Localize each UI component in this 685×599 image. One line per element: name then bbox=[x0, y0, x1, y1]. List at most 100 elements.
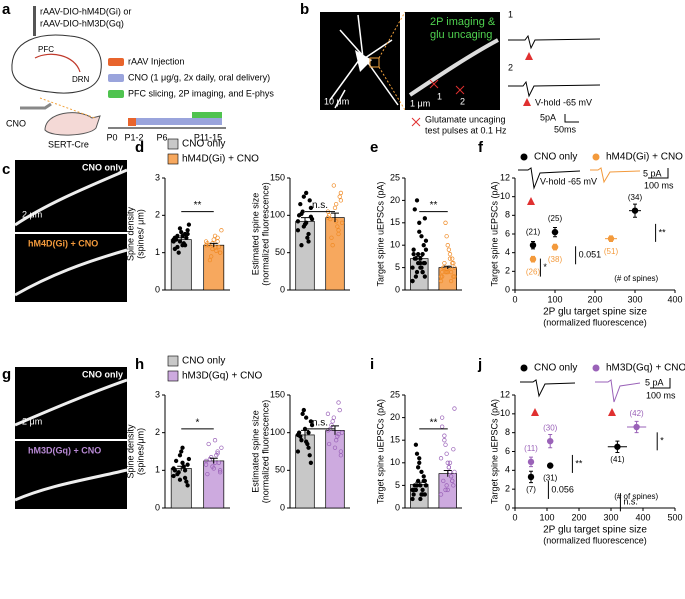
legend-text: CNO (1 μg/g, 2x daily, oral delivery) bbox=[128, 72, 270, 82]
data-point bbox=[325, 411, 331, 416]
data-point bbox=[420, 487, 425, 493]
data-point bbox=[185, 462, 190, 467]
imaging-title: 2P imaging & bbox=[430, 16, 496, 28]
data-point bbox=[337, 194, 342, 199]
data-point bbox=[334, 219, 339, 224]
data-point bbox=[448, 278, 454, 284]
x-tick-label: 100 bbox=[539, 512, 554, 522]
data-point bbox=[419, 234, 424, 239]
y-tick-label: 5 bbox=[395, 262, 400, 272]
dash bbox=[39, 97, 96, 119]
y-tick-label: 3 bbox=[155, 172, 160, 182]
data-point bbox=[207, 257, 213, 263]
data-point bbox=[412, 207, 417, 212]
data-point bbox=[411, 487, 416, 493]
data-point bbox=[451, 483, 456, 488]
mouse-label: SERT-Cre bbox=[48, 139, 89, 149]
data-point bbox=[443, 220, 448, 225]
data-point bbox=[215, 451, 220, 456]
trace bbox=[518, 167, 581, 190]
data-point bbox=[212, 233, 218, 239]
data-point bbox=[422, 216, 427, 221]
data-point bbox=[182, 468, 188, 473]
n-label: (31) bbox=[543, 474, 558, 483]
legend-label: CNO only bbox=[534, 152, 577, 163]
site-label: 1 bbox=[437, 91, 442, 101]
data-point bbox=[417, 220, 422, 225]
caption-icon bbox=[411, 117, 421, 127]
panel-label: a bbox=[2, 1, 11, 18]
bar bbox=[295, 434, 315, 509]
data-point bbox=[607, 235, 615, 242]
y-tick-label: 2 bbox=[505, 484, 510, 494]
y-tick-label: 150 bbox=[270, 172, 285, 182]
data-point bbox=[185, 228, 190, 233]
y-tick-label: 0 bbox=[505, 284, 510, 294]
drn-label: DRN bbox=[72, 75, 90, 84]
data-point bbox=[450, 260, 455, 266]
y-tick-label: 1 bbox=[155, 247, 160, 257]
data-point bbox=[450, 478, 455, 484]
data-point bbox=[206, 243, 211, 248]
trace-label: 1 bbox=[508, 9, 513, 19]
data-point bbox=[444, 483, 449, 488]
y-tick-label: 10 bbox=[390, 457, 400, 467]
data-point bbox=[335, 434, 340, 439]
data-point bbox=[414, 451, 420, 456]
data-point bbox=[410, 278, 415, 284]
panel-label: j bbox=[477, 356, 482, 373]
data-point bbox=[299, 211, 304, 216]
data-point bbox=[301, 194, 306, 199]
y-axis-label: (spines/ μm) bbox=[135, 209, 145, 259]
data-point bbox=[614, 443, 621, 450]
dendrite bbox=[14, 378, 128, 427]
data-point bbox=[330, 243, 335, 248]
data-point bbox=[444, 234, 449, 239]
data-point bbox=[298, 201, 303, 207]
data-point bbox=[445, 487, 450, 493]
legend-label: CNO only bbox=[182, 139, 225, 150]
data-point bbox=[414, 483, 420, 488]
y-tick-label: 100 bbox=[270, 210, 285, 220]
legend-swatch bbox=[167, 370, 179, 382]
data-point bbox=[209, 455, 214, 460]
data-point bbox=[450, 256, 455, 261]
imaging-title: glu uncaging bbox=[430, 29, 492, 41]
panel-j-inset: 5 pA 100 ms bbox=[520, 377, 676, 416]
x-tick-label: 200 bbox=[571, 512, 586, 522]
virus-label: rAAV-DIO-hM3D(Gq) bbox=[40, 18, 124, 28]
data-point bbox=[417, 229, 422, 234]
data-point bbox=[421, 474, 426, 479]
data-point bbox=[295, 449, 301, 454]
y-tick-label: 150 bbox=[270, 389, 285, 399]
data-point bbox=[438, 278, 444, 284]
x-tick-label: 400 bbox=[635, 512, 650, 522]
data-point bbox=[307, 453, 312, 458]
data-point bbox=[452, 406, 457, 411]
n-label: (51) bbox=[604, 247, 619, 256]
n-label: (41) bbox=[610, 455, 625, 464]
data-point bbox=[414, 198, 420, 203]
sig-label: ** bbox=[575, 458, 583, 468]
data-point bbox=[215, 239, 220, 244]
data-point bbox=[442, 438, 447, 443]
data-point bbox=[203, 239, 209, 244]
y-tick-label: 2 bbox=[155, 427, 160, 437]
data-point bbox=[298, 434, 303, 439]
image-label: CNO only bbox=[82, 369, 123, 379]
brain-outline bbox=[11, 34, 102, 94]
data-point bbox=[337, 407, 342, 413]
trace bbox=[508, 34, 601, 50]
y-tick-label: 2 bbox=[155, 210, 160, 220]
data-point bbox=[418, 496, 423, 502]
y-tick-label: 0 bbox=[505, 502, 510, 512]
timeline-label: P11-15 bbox=[194, 132, 222, 142]
n-label: (34) bbox=[628, 193, 643, 202]
y-tick-label: 25 bbox=[390, 172, 400, 182]
error-bar bbox=[301, 217, 309, 226]
legend-label: CNO only bbox=[534, 363, 577, 374]
dendrite bbox=[14, 468, 128, 502]
scale-label: 5 pA bbox=[645, 377, 664, 387]
data-point bbox=[446, 247, 452, 252]
scale-label: 100 ms bbox=[646, 390, 676, 400]
